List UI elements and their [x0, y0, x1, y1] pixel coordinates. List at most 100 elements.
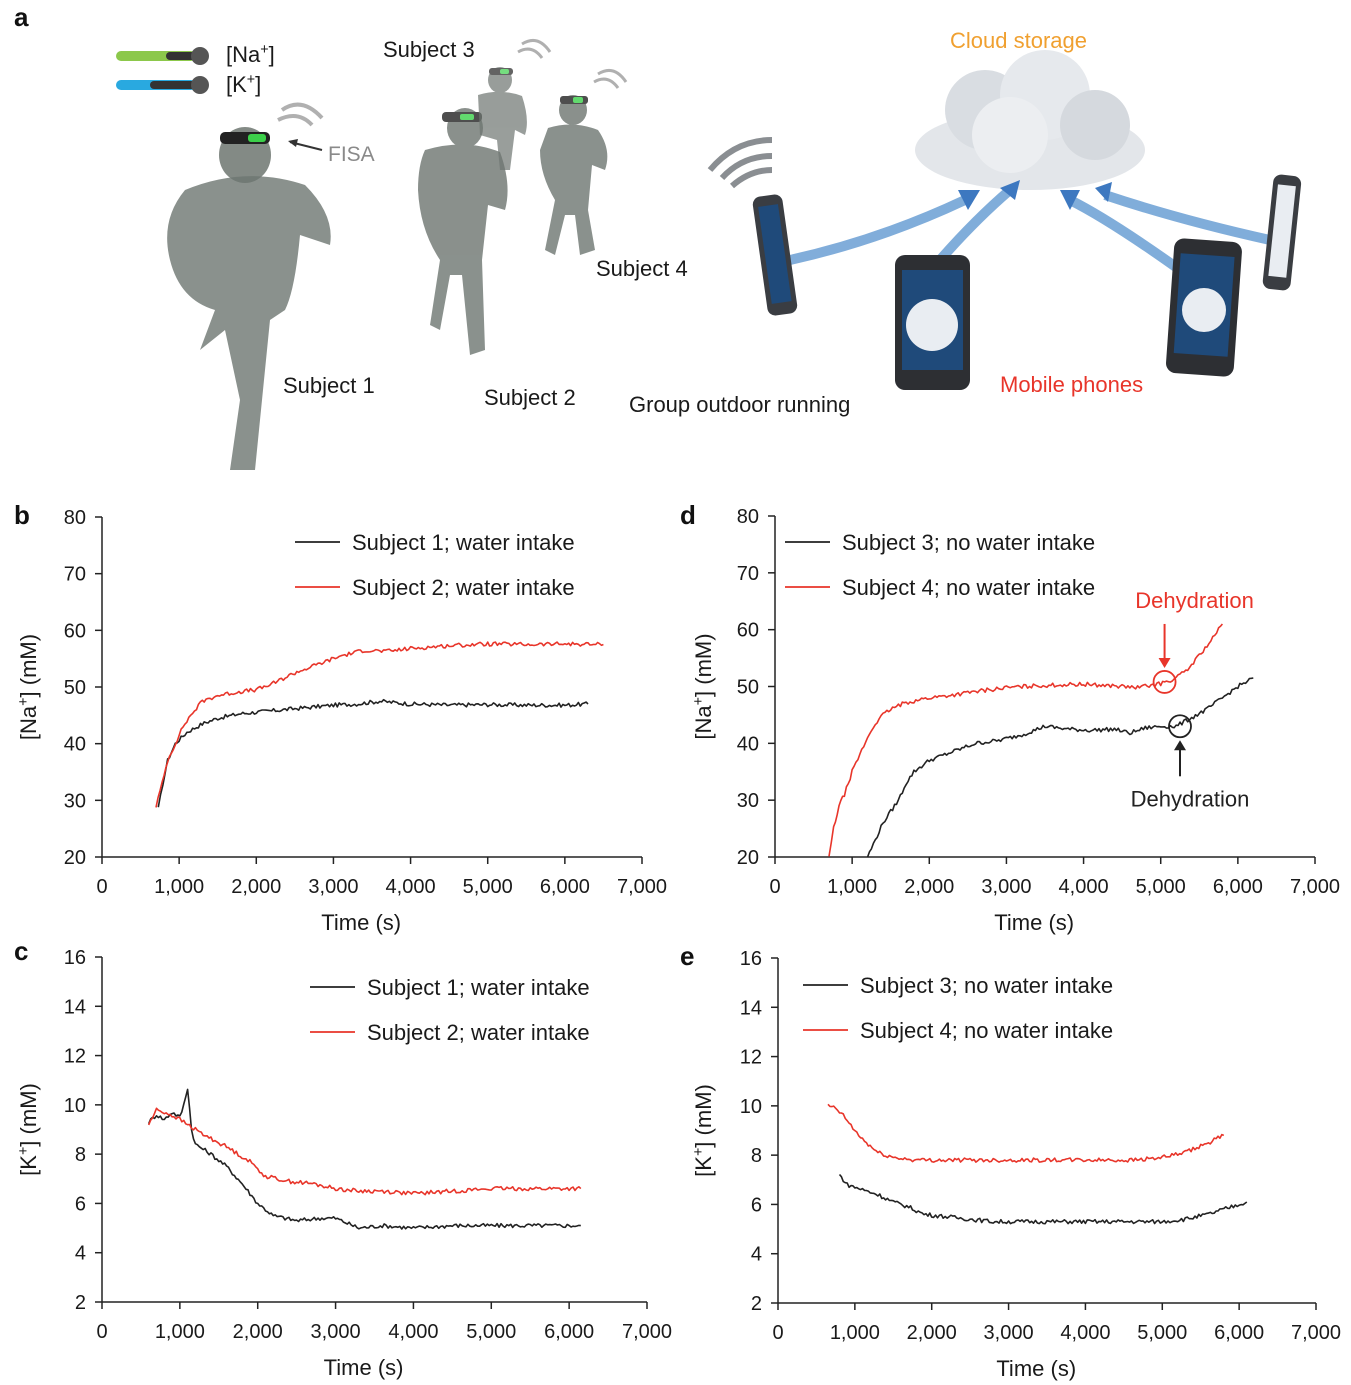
y-tick-label: 80	[64, 507, 86, 529]
y-tick-label: 20	[737, 847, 759, 869]
y-tick-label: 50	[64, 677, 86, 699]
x-tick-label: 7,000	[622, 1321, 672, 1343]
x-tick-label: 1,000	[155, 1321, 205, 1343]
series-line-2	[147, 1107, 582, 1196]
y-tick-label: 60	[737, 620, 759, 642]
x-tick-label: 0	[772, 1322, 783, 1344]
x-axis-title: Time (s)	[321, 910, 401, 935]
y-tick-label: 4	[75, 1243, 86, 1265]
x-tick-label: 1,000	[154, 876, 204, 898]
y-axis-title: [Na+] (mM)	[691, 633, 716, 739]
cloud-icon	[915, 50, 1145, 190]
legend-label: Subject 3; no water intake	[842, 530, 1095, 555]
y-tick-label: 8	[75, 1144, 86, 1166]
x-tick-label: 3,000	[984, 1322, 1034, 1344]
panel-a: a [Na+] [K+] FISA	[14, 2, 1302, 470]
y-tick-label: 10	[740, 1096, 762, 1118]
y-tick-label: 80	[737, 506, 759, 528]
annotation-arrow	[1174, 740, 1186, 777]
x-axis-title: Time (s)	[996, 1356, 1076, 1381]
group-running-caption: Group outdoor running	[629, 392, 850, 417]
subject-4-label: Subject 4	[596, 256, 688, 281]
subject-1-label: Subject 1	[283, 373, 375, 398]
legend-label: Subject 4; no water intake	[860, 1018, 1113, 1043]
x-tick-label: 1,000	[827, 876, 877, 898]
y-tick-label: 14	[64, 996, 86, 1018]
y-tick-label: 16	[64, 947, 86, 969]
series-line-1	[157, 698, 589, 808]
panel-letter-e: e	[680, 941, 694, 971]
y-tick-label: 70	[64, 564, 86, 586]
wireless-icon	[277, 102, 324, 127]
runner-subject-2-icon	[418, 108, 508, 355]
x-axis-title: Time (s)	[324, 1355, 404, 1380]
y-tick-label: 12	[740, 1047, 762, 1069]
x-tick-label: 7,000	[1290, 876, 1340, 898]
x-tick-label: 7,000	[1291, 1322, 1341, 1344]
panel-letter-d: d	[680, 500, 696, 530]
x-tick-label: 2,000	[907, 1322, 957, 1344]
runner-subject-4-icon	[540, 95, 608, 255]
y-tick-label: 50	[737, 677, 759, 699]
runner-subject-1-icon	[167, 127, 331, 470]
runner-subject-3-icon	[478, 67, 527, 170]
x-tick-label: 3,000	[308, 876, 358, 898]
legend-label: Subject 1; water intake	[367, 975, 590, 1000]
series-line-1	[866, 677, 1254, 858]
y-tick-label: 8	[751, 1145, 762, 1167]
y-tick-label: 20	[64, 847, 86, 869]
legend-label: Subject 4; no water intake	[842, 575, 1095, 600]
x-tick-label: 0	[96, 1321, 107, 1343]
phone-icon	[895, 255, 970, 390]
y-axis-title: [Na+] (mM)	[16, 634, 41, 740]
y-tick-label: 60	[64, 620, 86, 642]
chart-d: d 0 1,000 2,000 3,000 4,000 5,000 6,000 7,000 20 3…	[680, 500, 1340, 935]
y-tick-label: 10	[64, 1095, 86, 1117]
x-tick-label: 4,000	[388, 1321, 438, 1343]
y-tick-label: 14	[740, 997, 762, 1019]
chart-b: b 0 1,000 2,000 3,000 4,000 5,000 6,000 7,000 20 3…	[14, 500, 667, 935]
x-tick-label: 0	[96, 876, 107, 898]
y-tick-label: 6	[75, 1193, 86, 1215]
x-tick-label: 4,000	[1059, 876, 1109, 898]
x-tick-label: 5,000	[466, 1321, 516, 1343]
chart-c: c 0 1,000 2,000 3,000 4,000 5,000 6,000 7,000 2 4 6…	[14, 936, 672, 1380]
panel-letter-c: c	[14, 936, 28, 966]
x-tick-label: 5,000	[463, 876, 513, 898]
series-line-2	[827, 1103, 1225, 1163]
x-tick-label: 6,000	[540, 876, 590, 898]
series-line-1	[838, 1173, 1248, 1225]
x-tick-label: 2,000	[233, 1321, 283, 1343]
x-tick-label: 4,000	[1060, 1322, 1110, 1344]
x-tick-label: 6,000	[1214, 1322, 1264, 1344]
subject-3-label: Subject 3	[383, 37, 475, 62]
chart-e: e 0 1,000 2,000 3,000 4,000 5,000 6,000 7,000 2 4 6…	[680, 941, 1341, 1381]
panel-letter-a: a	[14, 2, 29, 32]
y-tick-label: 70	[737, 563, 759, 585]
sensor-k-label: [K+]	[226, 72, 261, 97]
legend-label: Subject 2; water intake	[352, 575, 575, 600]
annotation-label: Dehydration	[1131, 786, 1250, 811]
wifi-icon	[707, 137, 773, 189]
panel-letter-b: b	[14, 500, 30, 530]
y-tick-label: 16	[740, 948, 762, 970]
phone-icon	[1262, 174, 1302, 291]
series-line-2	[155, 641, 604, 808]
x-tick-label: 4,000	[386, 876, 436, 898]
series-line-2	[828, 623, 1224, 857]
upload-arrows	[788, 186, 1272, 275]
x-tick-label: 2,000	[904, 876, 954, 898]
x-tick-label: 6,000	[544, 1321, 594, 1343]
x-tick-label: 3,000	[981, 876, 1031, 898]
phone-icon	[1166, 238, 1242, 377]
sensor-legend: [Na+] [K+]	[116, 42, 275, 97]
charts: b0 1,000 2,000 3,000 4,000 5,000 6,000 7,000203…	[14, 500, 1341, 1381]
x-tick-label: 6,000	[1213, 876, 1263, 898]
y-axis-title: [K+] (mM)	[691, 1084, 716, 1177]
annotation-circle	[1152, 670, 1177, 694]
y-tick-label: 40	[64, 734, 86, 756]
y-tick-label: 30	[64, 790, 86, 812]
annotation-arrow	[1158, 623, 1171, 668]
y-tick-label: 2	[751, 1293, 762, 1315]
